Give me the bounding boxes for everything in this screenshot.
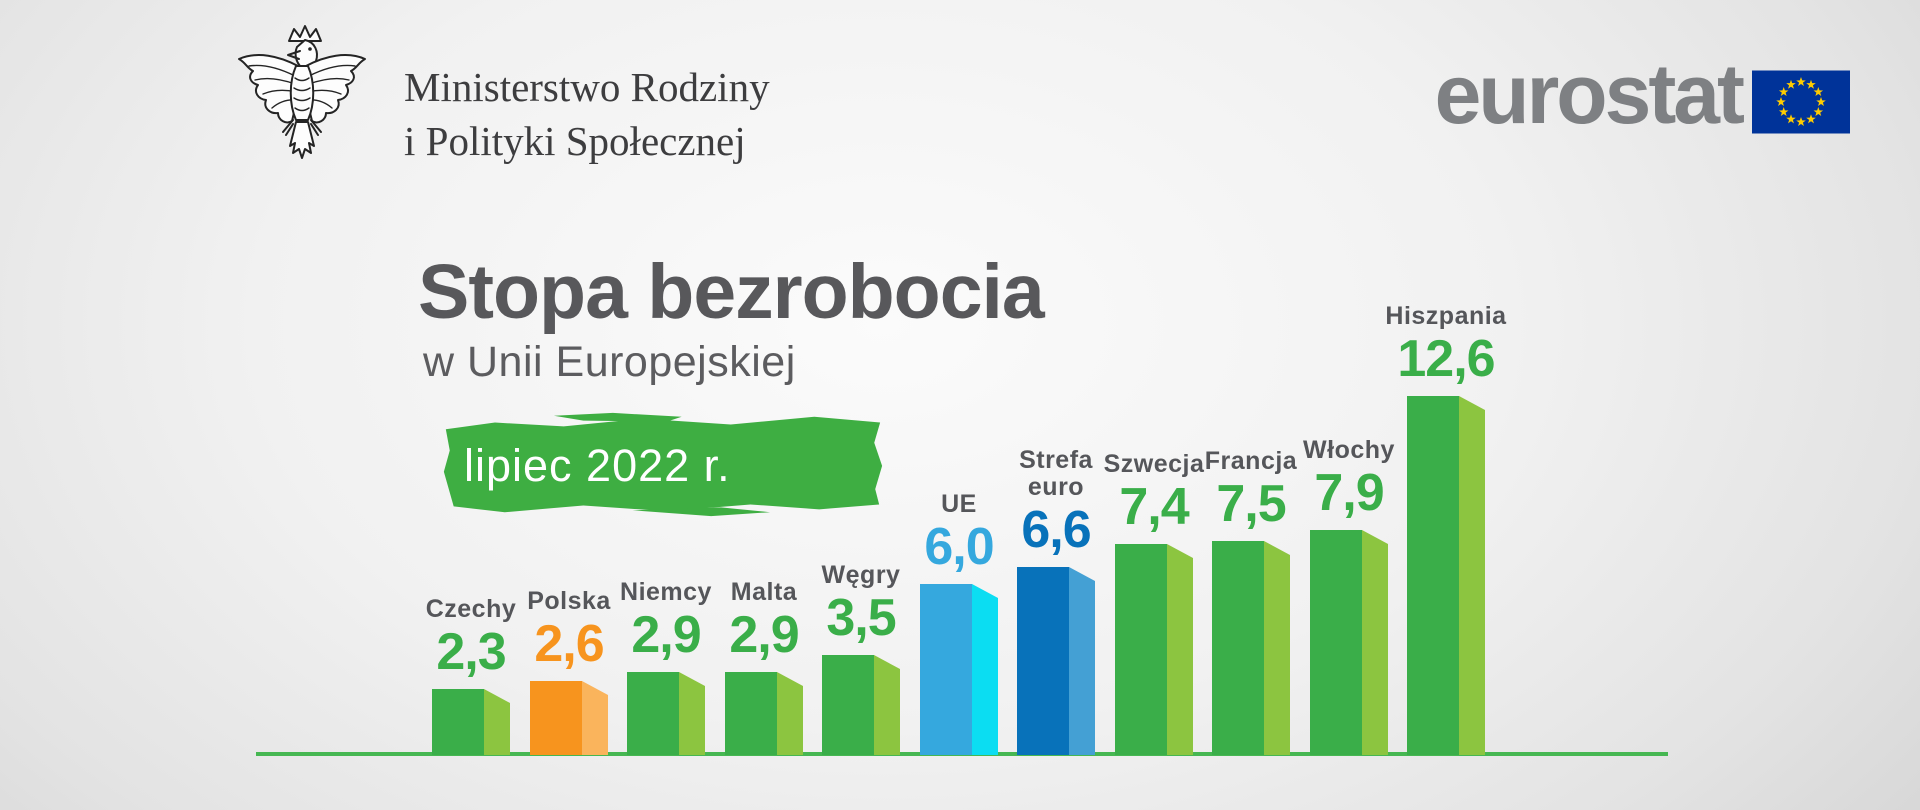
brush-stroke-background xyxy=(443,412,883,517)
ministry-name: Ministerstwo Rodziny i Polityki Społeczn… xyxy=(404,60,770,168)
bar-label-Węgry: Węgry 3,5 xyxy=(771,561,951,647)
bar-country-label: Hiszpania xyxy=(1385,302,1507,330)
bar-label-Polska: Polska 2,6 xyxy=(479,587,659,673)
bar-country-label: UE xyxy=(941,490,977,518)
period-badge: lipiec 2022 r. xyxy=(436,410,888,518)
ministry-name-line1: Ministerstwo Rodziny xyxy=(404,64,770,110)
eagle-icon xyxy=(238,25,366,159)
bar-label-Francja: Francja 7,5 xyxy=(1161,447,1341,533)
bar-value-label: 6,0 xyxy=(924,518,994,576)
bar-country-label: Włochy xyxy=(1303,436,1395,464)
bar-country-label: Niemcy xyxy=(620,578,712,606)
bar-Polska xyxy=(530,681,608,755)
bar-value-label: 7,5 xyxy=(1216,475,1286,533)
eu-flag-icon xyxy=(1752,70,1850,134)
bar-UE xyxy=(920,584,998,755)
bar-Szwecja xyxy=(1115,544,1193,755)
bar-label-Niemcy: Niemcy 2,9 xyxy=(576,578,756,664)
bar-country-label: Szwecja xyxy=(1103,450,1205,478)
period-badge-label: lipiec 2022 r. xyxy=(464,440,731,492)
bar-value-label: 2,6 xyxy=(534,615,604,673)
bar-country-label: Strefa euro xyxy=(1019,446,1093,501)
bar-label-Szwecja: Szwecja 7,4 xyxy=(1064,450,1244,536)
polish-eagle-emblem xyxy=(226,24,378,174)
bar-Malta xyxy=(725,672,803,755)
bar-value-label: 7,9 xyxy=(1314,464,1384,522)
bar-Hiszpania xyxy=(1407,396,1485,755)
bar-value-label: 12,6 xyxy=(1397,330,1495,388)
bar-Niemcy xyxy=(627,672,705,755)
bar-value-label: 2,3 xyxy=(436,623,506,681)
bar-Czechy xyxy=(432,689,510,755)
bar-Włochy xyxy=(1310,530,1388,755)
bar-value-label: 7,4 xyxy=(1119,478,1189,536)
page-subtitle: w Unii Europejskiej xyxy=(423,338,796,386)
bar-label-UE: UE 6,0 xyxy=(869,490,1049,576)
bar-country-label: Polska xyxy=(527,587,611,615)
bar-value-label: 3,5 xyxy=(826,589,896,647)
bar-country-label: Francja xyxy=(1204,447,1298,475)
eurostat-logo: eurostat xyxy=(1434,46,1745,143)
bar-country-label: Węgry xyxy=(821,561,901,589)
bar-Francja xyxy=(1212,541,1290,755)
bar-label-Włochy: Włochy 7,9 xyxy=(1259,436,1439,522)
page-title: Stopa bezrobocia xyxy=(418,249,1045,335)
bar-label-Czechy: Czechy 2,3 xyxy=(381,595,561,681)
bar-Węgry xyxy=(822,655,900,755)
bar-label-Hiszpania: Hiszpania 12,6 xyxy=(1356,302,1536,388)
eurostat-wordmark: eurostat xyxy=(1434,47,1745,141)
ministry-name-line2: i Polityki Społecznej xyxy=(404,118,746,164)
bar-label-Strefa euro: Strefa euro 6,6 xyxy=(966,446,1146,559)
bar-Strefa euro xyxy=(1017,567,1095,755)
bar-value-label: 6,6 xyxy=(1021,501,1091,559)
bar-country-label: Czechy xyxy=(425,595,517,623)
bar-value-label: 2,9 xyxy=(729,606,799,664)
bar-label-Malta: Malta 2,9 xyxy=(674,578,854,664)
bar-country-label: Malta xyxy=(730,578,798,606)
bar-value-label: 2,9 xyxy=(631,606,701,664)
